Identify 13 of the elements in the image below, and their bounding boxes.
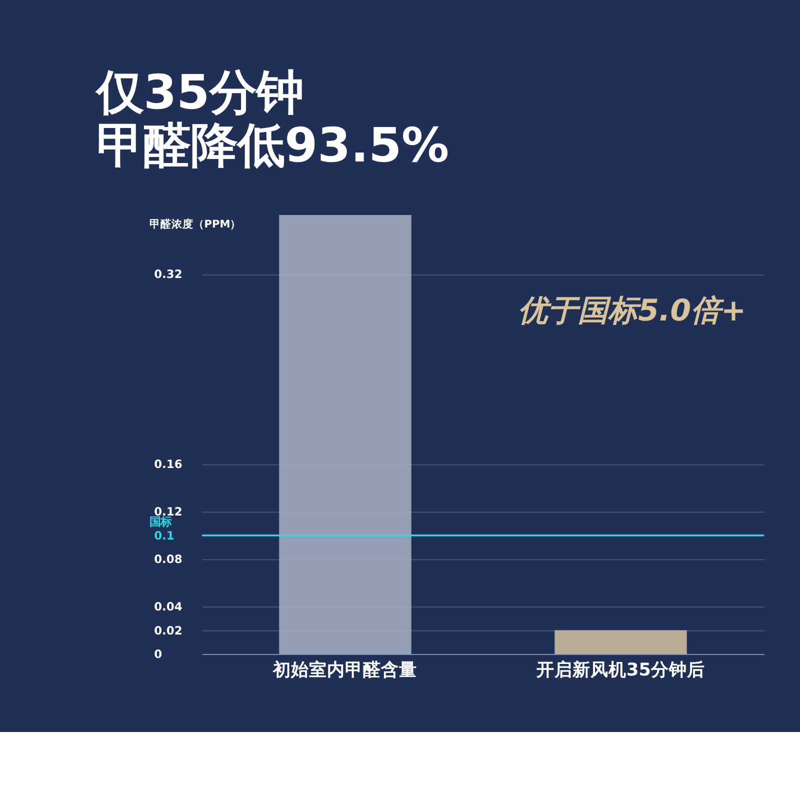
y-tick-label: 0.02 bbox=[154, 623, 182, 638]
annotation: 优于国标5.0倍+ bbox=[518, 293, 746, 328]
y-tick-label: 0.1 bbox=[154, 528, 174, 542]
x-tick-label: 开启新风机35分钟后 bbox=[536, 660, 705, 681]
y-tick-label: 0.32 bbox=[154, 267, 182, 282]
y-tick-label: 0.16 bbox=[154, 457, 182, 472]
y-tick-label: 0 bbox=[154, 646, 162, 661]
y-tick-label: 0.04 bbox=[154, 600, 182, 614]
chart-title: 仅35分钟 bbox=[94, 66, 304, 121]
x-tick-label: 初始室内甲醛含量 bbox=[272, 660, 418, 681]
y-axis-title: 甲醛浓度（PPM） bbox=[149, 217, 242, 230]
chart-subtitle: 甲醛降低93.5% bbox=[96, 118, 450, 174]
y-tick-label: 0.08 bbox=[154, 552, 182, 566]
